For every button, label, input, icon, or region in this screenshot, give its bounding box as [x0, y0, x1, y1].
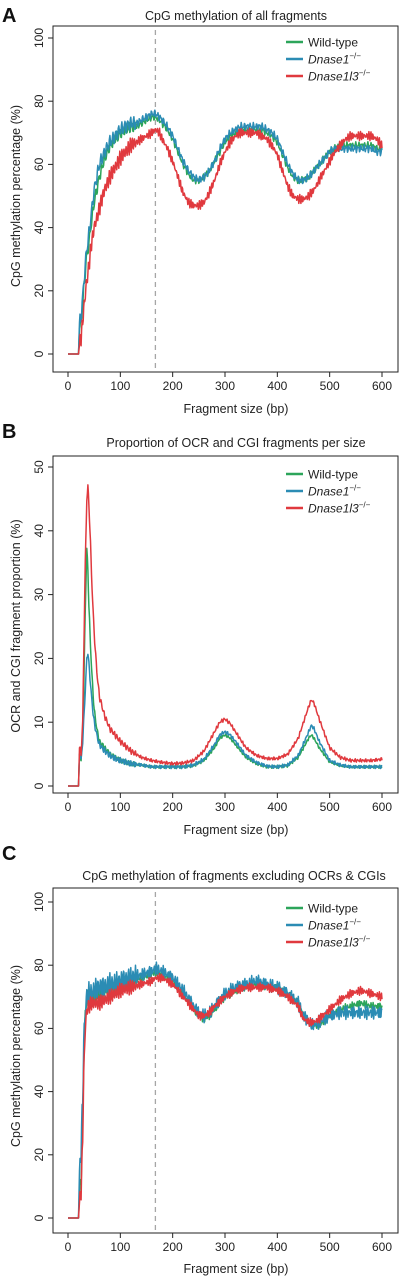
y-tick-label: 100	[32, 892, 46, 912]
series-line-dnase1	[67, 109, 383, 355]
x-tick-label: 100	[110, 379, 130, 393]
x-axis-label: Fragment size (bp)	[184, 1262, 289, 1276]
x-axis-label: Fragment size (bp)	[184, 823, 289, 837]
series-line-dnase1	[67, 653, 383, 787]
x-tick-label: 0	[65, 800, 72, 814]
panel-b: B Proportion of OCR and CGI fragments pe…	[2, 421, 399, 837]
y-tick-label: 20	[32, 651, 46, 665]
series-line-dnase1l3	[67, 484, 383, 787]
legend-label: Dnase1l3−/−	[308, 935, 371, 950]
x-tick-label: 600	[372, 1240, 392, 1254]
x-tick-label: 100	[110, 1240, 130, 1254]
x-tick-label: 300	[215, 800, 235, 814]
legend: Wild-type Dnase1−/− Dnase1l3−/−	[286, 36, 371, 84]
y-tick-label: 30	[32, 588, 46, 602]
x-tick-label: 300	[215, 379, 235, 393]
panel-a: A CpG methylation of all fragments Fragm…	[2, 5, 399, 416]
legend: Wild-type Dnase1−/− Dnase1l3−/−	[286, 468, 371, 516]
y-tick-label: 60	[32, 1021, 46, 1035]
legend-label: Dnase1l3−/−	[308, 69, 371, 84]
legend-label: Dnase1−/−	[308, 918, 361, 933]
x-tick-label: 400	[267, 1240, 287, 1254]
series-line-dnase1l3	[67, 127, 383, 355]
x-tick-label: 600	[372, 800, 392, 814]
legend: Wild-type Dnase1−/− Dnase1l3−/−	[286, 902, 371, 950]
axis-ticks: 0 100 200 300 400 500 600 0 20 40 60 80 100	[32, 892, 392, 1254]
y-tick-label: 80	[32, 958, 46, 972]
series-line-dnase1l3	[67, 972, 383, 1219]
chart-title: Proportion of OCR and CGI fragments per …	[106, 436, 365, 450]
legend-label: Dnase1l3−/−	[308, 501, 371, 516]
panel-letter: C	[2, 843, 16, 865]
y-axis-label: CpG methylation percentage (%)	[9, 965, 23, 1147]
x-tick-label: 500	[320, 800, 340, 814]
x-tick-label: 300	[215, 1240, 235, 1254]
x-tick-label: 200	[163, 379, 183, 393]
y-tick-label: 0	[32, 1214, 46, 1221]
y-axis-label: CpG methylation percentage (%)	[9, 105, 23, 287]
legend-label: Wild-type	[308, 468, 358, 482]
y-tick-label: 50	[32, 460, 46, 474]
chart-title: CpG methylation of fragments excluding O…	[82, 869, 386, 883]
panel-letter: B	[2, 421, 16, 443]
panel-c: C CpG methylation of fragments excluding…	[2, 843, 399, 1276]
x-tick-label: 600	[372, 379, 392, 393]
x-tick-label: 100	[110, 800, 130, 814]
y-tick-label: 40	[32, 524, 46, 538]
chart-title: CpG methylation of all fragments	[145, 9, 327, 23]
series-layer	[67, 961, 383, 1219]
y-tick-label: 0	[32, 782, 46, 789]
y-tick-label: 40	[32, 1085, 46, 1099]
series-layer	[67, 109, 383, 355]
y-axis-label: OCR and CGI fragment proportion (%)	[9, 519, 23, 732]
y-tick-label: 0	[32, 350, 46, 357]
series-line-dnase1	[67, 961, 383, 1219]
y-tick-label: 80	[32, 94, 46, 108]
y-tick-label: 20	[32, 1148, 46, 1162]
series-layer	[67, 484, 383, 787]
legend-label: Dnase1−/−	[308, 484, 361, 499]
x-tick-label: 0	[65, 379, 72, 393]
y-tick-label: 10	[32, 715, 46, 729]
y-tick-label: 40	[32, 221, 46, 235]
x-tick-label: 200	[163, 800, 183, 814]
x-tick-label: 400	[267, 379, 287, 393]
axis-ticks: 0 100 200 300 400 500 600 0 10 20 30 40 50	[32, 460, 392, 814]
x-tick-label: 400	[267, 800, 287, 814]
x-tick-label: 0	[65, 1240, 72, 1254]
x-tick-label: 200	[163, 1240, 183, 1254]
x-tick-label: 500	[320, 379, 340, 393]
x-tick-label: 500	[320, 1240, 340, 1254]
y-tick-label: 100	[32, 28, 46, 48]
x-axis-label: Fragment size (bp)	[184, 402, 289, 416]
y-tick-label: 20	[32, 284, 46, 298]
legend-label: Wild-type	[308, 902, 358, 916]
legend-label: Wild-type	[308, 36, 358, 50]
panel-letter: A	[2, 5, 16, 27]
legend-label: Dnase1−/−	[308, 52, 361, 67]
axis-ticks: 0 100 200 300 400 500 600 0 20 40 60 80 100	[32, 28, 392, 393]
y-tick-label: 60	[32, 157, 46, 171]
